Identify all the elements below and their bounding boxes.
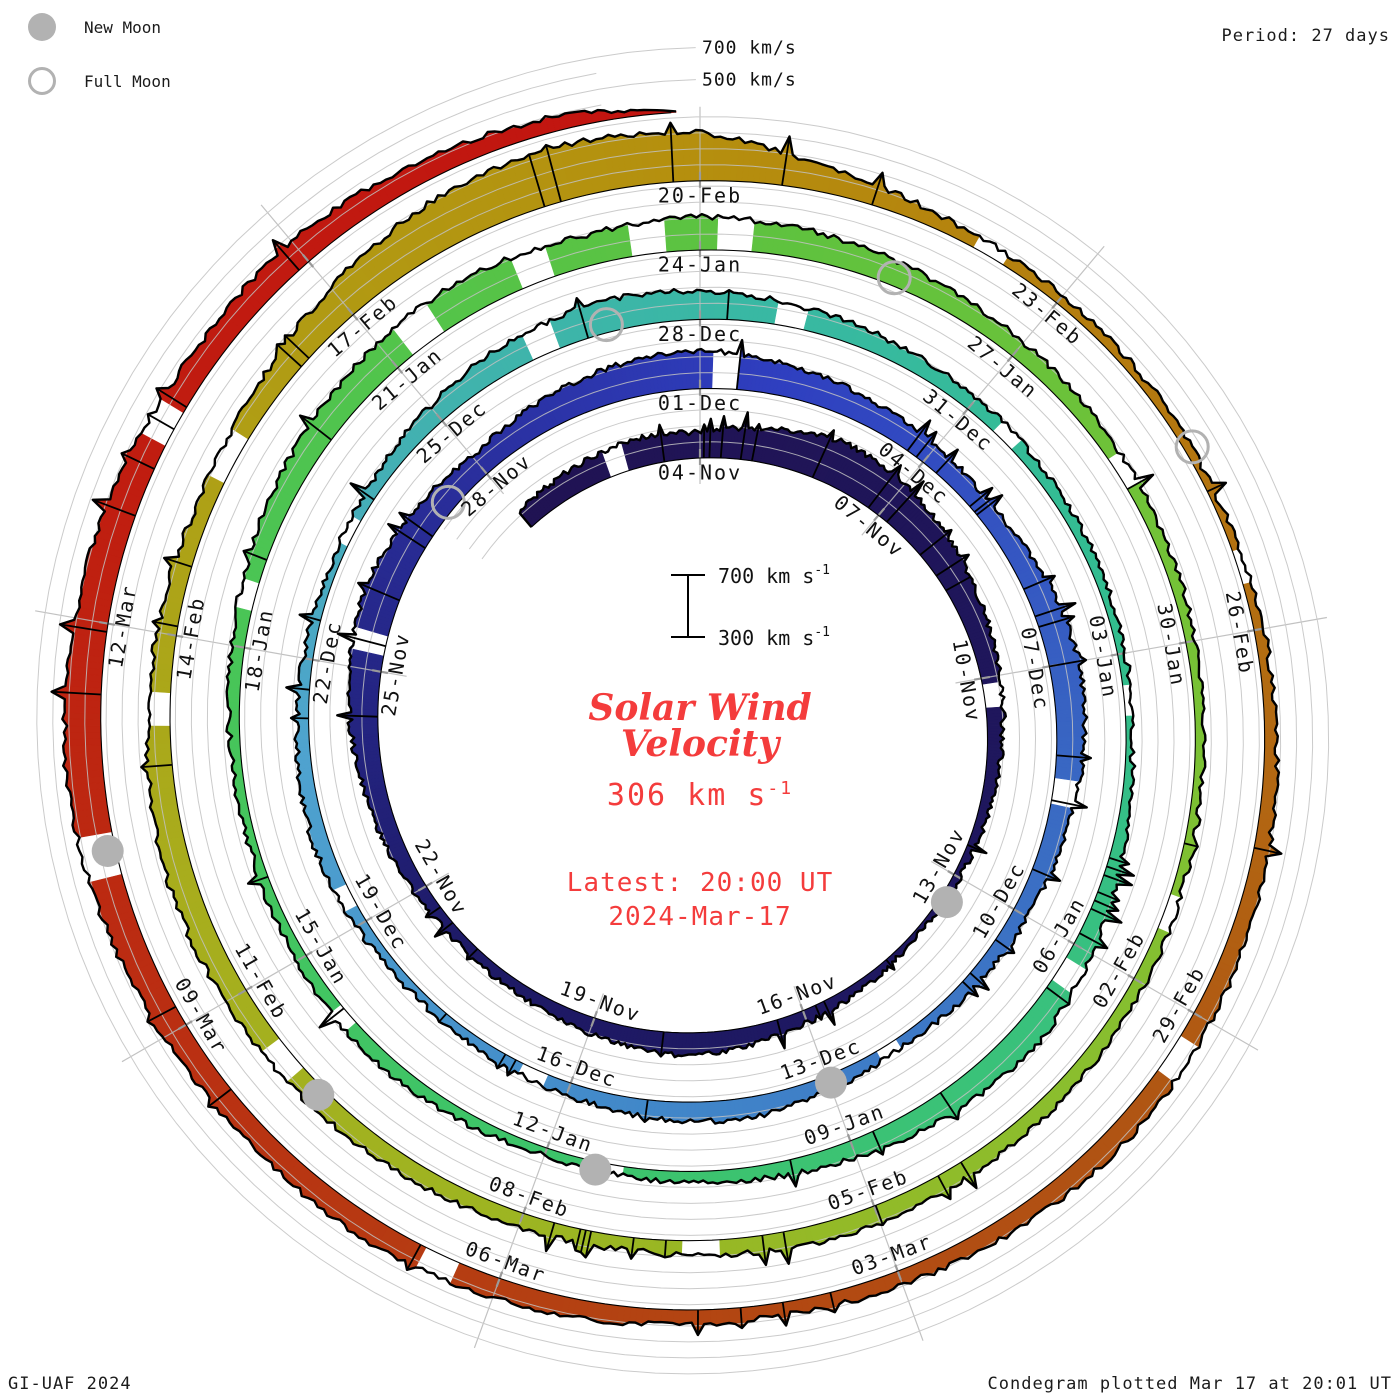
grid-lines: [35, 47, 1330, 1375]
legend-new-moon: New Moon: [28, 12, 171, 42]
moon-legend: New Moon Full Moon: [28, 12, 171, 120]
date-label: 20-Feb: [658, 183, 742, 207]
legend-full-moon: Full Moon: [28, 66, 171, 96]
date-label: 28-Dec: [658, 322, 742, 346]
new-moon-marker: [579, 1153, 612, 1186]
outer-scale-label: 700 km/s: [702, 38, 797, 59]
full-moon-marker: [588, 307, 624, 343]
full-moon-icon: [28, 67, 56, 95]
date-label: 24-Jan: [658, 253, 742, 277]
new-moon-icon: [28, 13, 56, 41]
new-moon-marker: [302, 1078, 335, 1111]
legend-full-moon-label: Full Moon: [84, 71, 171, 91]
scale-bar-top-label: 700 km s-1: [718, 563, 830, 588]
full-moon-marker: [876, 260, 912, 296]
plotted-time-label: Condegram plotted Mar 17 at 20:01 UT: [987, 1374, 1392, 1394]
new-moon-marker: [930, 886, 963, 919]
baseline-spiral: [100, 112, 1266, 1311]
data-spikes: [51, 122, 1282, 1336]
outer-scale-label: 500 km/s: [702, 70, 797, 91]
moon-markers: [91, 260, 1210, 1186]
velocity-trace: [50, 108, 1283, 1337]
date-label: 01-Dec: [658, 391, 742, 415]
date-label: 25-Nov: [376, 631, 414, 718]
date-label: 04-Nov: [658, 461, 742, 485]
scale-bar-bottom-label: 300 km s-1: [718, 625, 830, 650]
credit-label: GI-UAF 2024: [8, 1374, 132, 1394]
new-moon-marker: [91, 835, 124, 867]
full-moon-marker: [430, 484, 466, 520]
full-moon-marker: [1174, 429, 1210, 465]
new-moon-marker: [815, 1066, 847, 1099]
legend-new-moon-label: New Moon: [84, 17, 162, 37]
period-label: Period: 27 days: [1221, 26, 1390, 46]
velocity-band: [51, 109, 1282, 1337]
velocity-scale-bar: [671, 574, 705, 638]
